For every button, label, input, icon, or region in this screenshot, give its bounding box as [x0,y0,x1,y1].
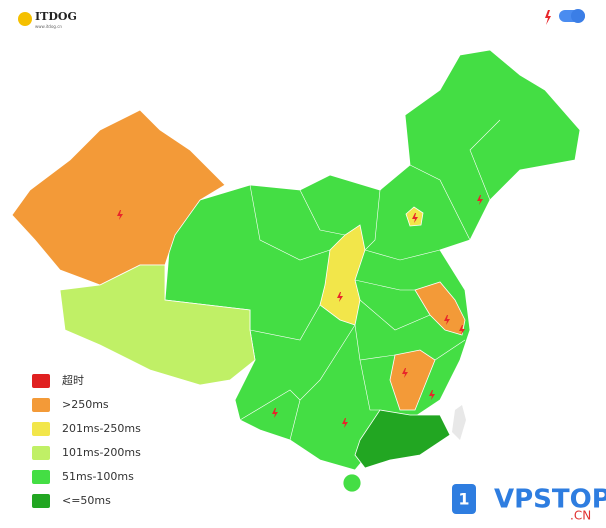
legend-label: 101ms-200ms [62,446,141,459]
watermark-suffix: .CN [570,509,591,523]
bolt [477,195,483,205]
bolt [342,418,348,428]
region-xinjiang [11,109,226,286]
watermark-badge-text: 1 [458,490,469,509]
logo-text: ITDOG [35,10,77,23]
region-hainan [342,473,362,493]
legend-swatch [32,374,50,388]
logo: ITDOG www.itdog.cn [18,10,77,29]
region-east [164,49,581,471]
bolt [117,210,123,220]
legend-label: 201ms-250ms [62,422,141,435]
bolt [412,213,418,223]
region-jiangsu [414,281,466,336]
bolt [337,292,343,302]
bolt-toggle-icon [545,10,551,25]
watermark: 1 VPSTOP .CN [452,484,606,523]
watermark-badge [452,484,476,514]
legend-label: >250ms [62,398,109,411]
watermark-name: VPSTOP [494,485,606,515]
region-jiangxi [389,349,436,411]
bolt [429,390,435,400]
bolt [272,408,278,418]
region-guangdong [354,409,451,469]
legend-label: <=50ms [62,494,111,507]
bolt [444,315,450,325]
logo-icon [18,12,32,26]
bolt [402,368,408,378]
bolt [459,325,465,335]
logo-url: www.itdog.cn [35,24,62,29]
legend-label: 超时 [62,373,84,387]
legend: 超时 >250ms 201ms-250ms 101ms-200ms 51ms-100ms… [32,373,141,508]
legend-swatch [32,494,50,508]
legend-swatch [32,470,50,484]
legend-swatch [32,398,50,412]
map [11,49,581,493]
legend-swatch [32,446,50,460]
region-taiwan [452,405,466,440]
bolts [117,195,483,428]
region-tibet [59,264,256,386]
borders [239,119,501,441]
toggle-knob[interactable] [571,9,585,23]
legend-label: 51ms-100ms [62,470,134,483]
legend-swatch [32,422,50,436]
toggle[interactable] [559,9,585,23]
